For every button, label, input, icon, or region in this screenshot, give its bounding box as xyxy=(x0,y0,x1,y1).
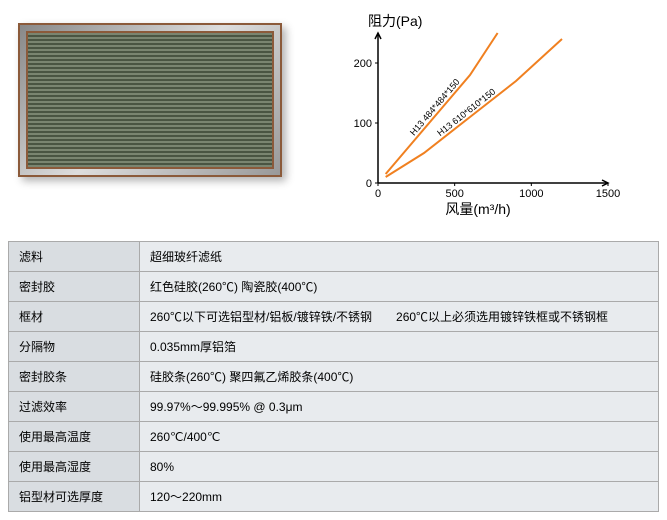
svg-text:100: 100 xyxy=(354,118,372,130)
x-axis-label: 风量(m³/h) xyxy=(445,201,510,217)
spec-key: 密封胶 xyxy=(9,272,140,302)
spec-row: 密封胶条硅胶条(260℃) 聚四氟乙烯胶条(400℃) xyxy=(9,362,659,392)
spec-value: 80% xyxy=(140,452,659,482)
spec-row: 分隔物0.035mm厚铝箔 xyxy=(9,332,659,362)
spec-value: 超细玻纤滤纸 xyxy=(140,242,659,272)
spec-key: 铝型材可选厚度 xyxy=(9,482,140,512)
top-section: 阻力(Pa) 0100200050010001500H13 484*484*15… xyxy=(8,8,659,223)
resistance-chart: 阻力(Pa) 0100200050010001500H13 484*484*15… xyxy=(328,8,628,218)
svg-text:0: 0 xyxy=(375,188,381,200)
spec-row: 使用最高湿度80% xyxy=(9,452,659,482)
spec-key: 密封胶条 xyxy=(9,362,140,392)
spec-value: 红色硅胶(260℃) 陶瓷胶(400℃) xyxy=(140,272,659,302)
spec-key: 过滤效率 xyxy=(9,392,140,422)
svg-text:1000: 1000 xyxy=(519,188,543,200)
svg-text:0: 0 xyxy=(366,178,372,190)
chart-container: 阻力(Pa) 0100200050010001500H13 484*484*15… xyxy=(328,8,659,223)
spec-value: 99.97%～99.995% @ 0.3μm xyxy=(140,392,659,422)
spec-row: 过滤效率99.97%～99.995% @ 0.3μm xyxy=(9,392,659,422)
spec-row: 使用最高温度260℃/400℃ xyxy=(9,422,659,452)
spec-key: 分隔物 xyxy=(9,332,140,362)
spec-value: 硅胶条(260℃) 聚四氟乙烯胶条(400℃) xyxy=(140,362,659,392)
spec-table: 滤料超细玻纤滤纸密封胶红色硅胶(260℃) 陶瓷胶(400℃)框材260℃以下可… xyxy=(8,241,659,512)
spec-row: 铝型材可选厚度120～220mm xyxy=(9,482,659,512)
spec-key: 滤料 xyxy=(9,242,140,272)
spec-value: 0.035mm厚铝箔 xyxy=(140,332,659,362)
spec-value: 260℃以下可选铝型材/铝板/镀锌铁/不锈钢 260℃以上必须选用镀锌铁框或不锈… xyxy=(140,302,659,332)
spec-row: 密封胶红色硅胶(260℃) 陶瓷胶(400℃) xyxy=(9,272,659,302)
svg-text:500: 500 xyxy=(445,188,463,200)
spec-value: 120～220mm xyxy=(140,482,659,512)
spec-key: 框材 xyxy=(9,302,140,332)
spec-key: 使用最高湿度 xyxy=(9,452,140,482)
spec-row: 滤料超细玻纤滤纸 xyxy=(9,242,659,272)
spec-value: 260℃/400℃ xyxy=(140,422,659,452)
svg-text:200: 200 xyxy=(354,58,372,70)
y-axis-label: 阻力(Pa) xyxy=(368,13,422,29)
product-image xyxy=(8,8,308,208)
spec-row: 框材260℃以下可选铝型材/铝板/镀锌铁/不锈钢 260℃以上必须选用镀锌铁框或… xyxy=(9,302,659,332)
svg-text:1500: 1500 xyxy=(596,188,620,200)
spec-key: 使用最高温度 xyxy=(9,422,140,452)
